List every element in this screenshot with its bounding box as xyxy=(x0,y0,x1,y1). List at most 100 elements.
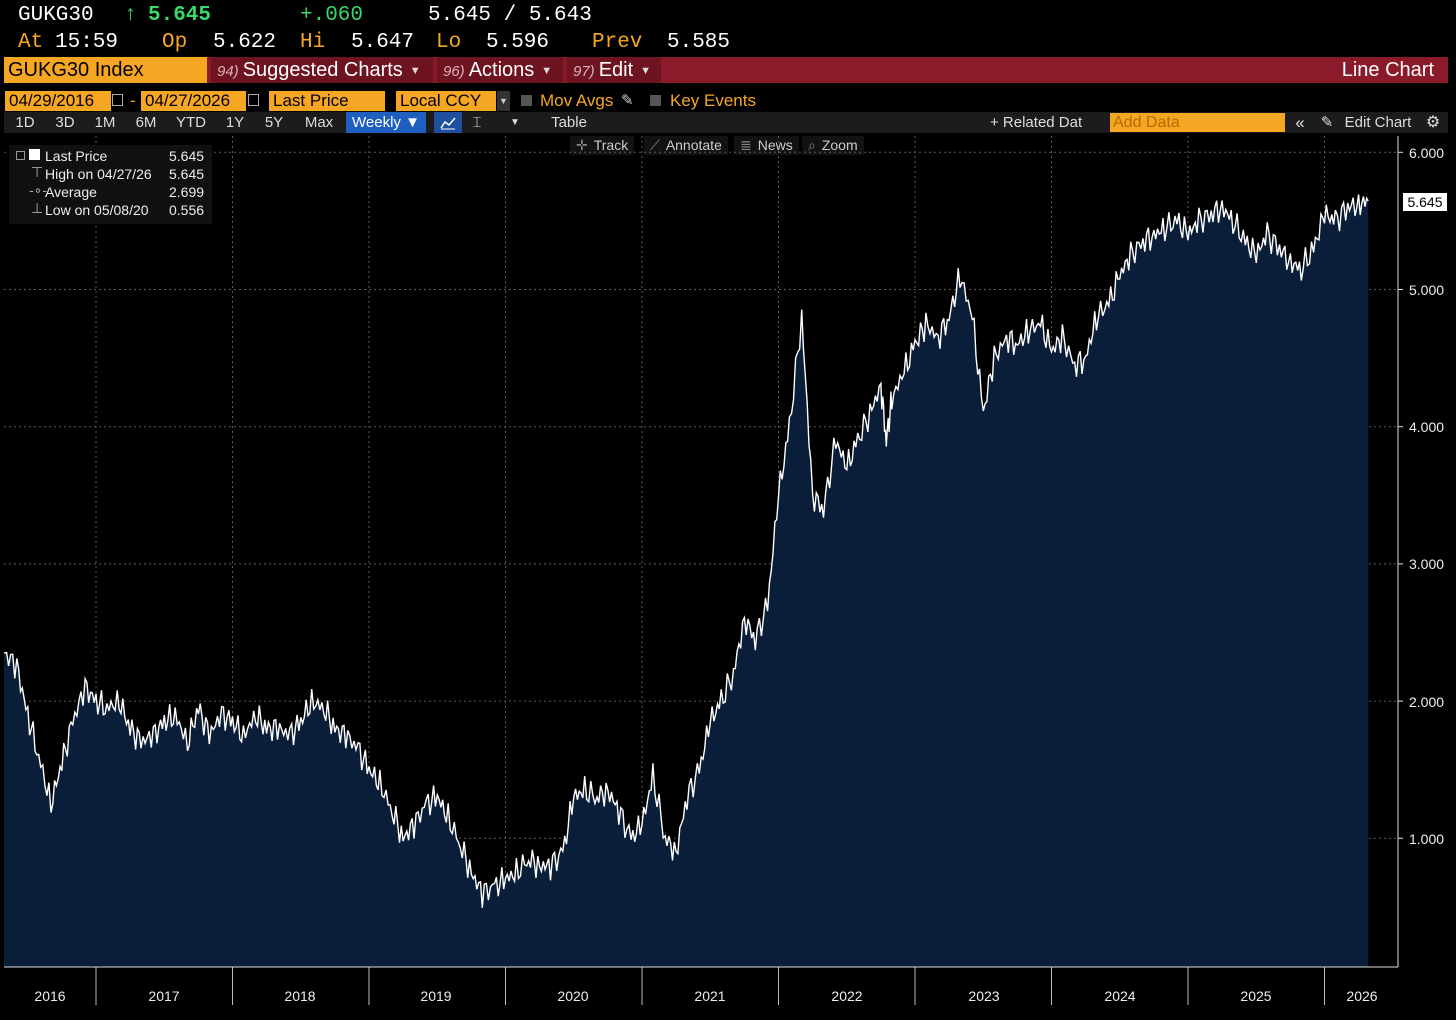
caret-down-icon: ▼ xyxy=(640,64,652,77)
x-year-label: 2023 xyxy=(968,988,1000,1004)
gear-icon[interactable]: ⚙ xyxy=(1425,114,1441,131)
date-dash: - xyxy=(130,91,136,110)
menu-number: 96) xyxy=(443,63,465,80)
y-tick-label: 1.000 xyxy=(1409,831,1445,847)
at-time: 15:59 xyxy=(55,31,119,54)
x-year-label: 2022 xyxy=(831,988,863,1004)
period-max[interactable]: Max xyxy=(304,114,334,131)
period-6m[interactable]: 6M xyxy=(135,114,157,131)
currency-select[interactable]: Local CCY xyxy=(396,91,496,111)
collapse-icon[interactable]: « xyxy=(1295,113,1305,132)
crosshair-icon: ✛ xyxy=(576,137,588,153)
key-events-checkbox[interactable] xyxy=(650,95,661,106)
chart-grid xyxy=(4,136,1398,967)
mov-avgs-checkbox[interactable] xyxy=(521,95,532,106)
tool-label: News xyxy=(757,137,793,153)
y-tick-label: 5.000 xyxy=(1409,282,1445,298)
high-value: 5.647 xyxy=(351,31,415,54)
frequency-select[interactable]: Weekly ▼ xyxy=(346,112,426,133)
price-area xyxy=(4,194,1369,967)
legend-label-average: Average xyxy=(45,184,97,200)
last-price: 5.645 xyxy=(148,4,212,27)
low-value: 5.596 xyxy=(486,31,550,54)
caret-down-icon: ▼ xyxy=(541,64,553,77)
at-label: At xyxy=(18,31,44,54)
edit-menu[interactable]: 97) Edit ▼ xyxy=(567,57,661,83)
end-date-field[interactable]: 04/27/2026 xyxy=(141,91,246,111)
menu-label: Actions xyxy=(468,59,535,81)
tool-label: Annotate xyxy=(665,137,722,153)
actions-menu[interactable]: 96) Actions ▼ xyxy=(437,57,563,83)
currency-dropdown-icon[interactable]: ▼ xyxy=(497,91,510,111)
legend-label-last: Last Price xyxy=(45,148,108,164)
price-field-select[interactable]: Last Price xyxy=(269,91,385,111)
prev-label: Prev xyxy=(592,31,643,54)
period-1d[interactable]: 1D xyxy=(15,114,35,131)
collapse-legend-icon[interactable] xyxy=(16,151,25,160)
period-1y[interactable]: 1Y xyxy=(225,114,245,131)
price-line xyxy=(3,194,1369,908)
x-year-label: 2025 xyxy=(1240,988,1272,1004)
period-1m[interactable]: 1M xyxy=(94,114,116,131)
period-ytd[interactable]: YTD xyxy=(176,114,206,131)
up-arrow-icon: ↑ xyxy=(124,4,137,27)
y-tick-label: 4.000 xyxy=(1409,419,1445,435)
menu-number: 97) xyxy=(573,63,595,80)
axis-ticks xyxy=(4,136,1403,1005)
y-tick-label: 2.000 xyxy=(1409,694,1445,710)
legend-value-last: 5.645 xyxy=(169,148,205,164)
legend-label-high: High on 04/27/26 xyxy=(45,166,152,182)
key-events-label: Key Events xyxy=(670,91,756,110)
legend-value-low: 0.556 xyxy=(169,202,205,218)
suggested-charts-menu[interactable]: 94) Suggested Charts ▼ xyxy=(211,57,433,83)
tool-label: Zoom xyxy=(821,137,858,153)
line-chart-icon[interactable] xyxy=(434,112,462,133)
menu-number: 94) xyxy=(217,63,239,80)
open-value: 5.622 xyxy=(213,31,277,54)
related-data-button[interactable]: + Related Dat xyxy=(990,114,1083,131)
news-icon: ≣ xyxy=(740,137,752,153)
chart-type-label: Line Chart xyxy=(1341,59,1434,81)
x-year-label: 2017 xyxy=(148,988,180,1004)
menu-label: Suggested Charts xyxy=(242,59,403,81)
bar-chart-icon[interactable]: ⌶ xyxy=(472,114,482,131)
calendar-icon[interactable] xyxy=(248,94,259,106)
add-data-input[interactable]: Add Data xyxy=(1110,113,1285,132)
y-tick-label: 3.000 xyxy=(1409,556,1445,572)
prev-value: 5.585 xyxy=(667,31,731,54)
tool-label: Track xyxy=(593,137,629,153)
start-date-field[interactable]: 04/29/2016 xyxy=(5,91,111,111)
x-year-label: 2016 xyxy=(34,988,66,1004)
high-label: Hi xyxy=(300,31,326,54)
chart-legend: Last Price 5.645 ⊤ High on 04/27/26 5.64… xyxy=(9,145,212,224)
track-tool[interactable]: ✛ Track xyxy=(570,136,635,155)
table-button[interactable]: Table xyxy=(551,114,587,131)
magnifier-icon: ⌕ xyxy=(808,137,816,153)
news-tool[interactable]: ≣ News xyxy=(734,136,799,155)
zoom-tool[interactable]: ⌕ Zoom xyxy=(802,136,864,155)
high-marker-icon: ⊤ xyxy=(31,164,44,180)
low-marker-icon: ⊥ xyxy=(31,200,44,216)
edit-chart-button[interactable]: Edit Chart xyxy=(1344,114,1412,131)
chart-type-dropdown-icon[interactable]: ▼ xyxy=(510,117,520,128)
y-tick-label: 6.000 xyxy=(1409,145,1445,161)
caret-down-icon: ▼ xyxy=(409,64,421,77)
menu-label: Edit xyxy=(598,59,634,81)
x-year-label: 2020 xyxy=(557,988,589,1004)
period-3d[interactable]: 3D xyxy=(55,114,75,131)
legend-value-average: 2.699 xyxy=(169,184,205,200)
x-year-label: 2026 xyxy=(1346,988,1378,1004)
low-label: Lo xyxy=(436,31,462,54)
x-year-label: 2018 xyxy=(284,988,316,1004)
annotate-tool[interactable]: ⟋ Annotate xyxy=(644,136,728,155)
calendar-icon[interactable] xyxy=(112,94,123,106)
legend-swatch xyxy=(29,149,40,160)
legend-label-low: Low on 05/08/20 xyxy=(45,202,149,218)
bid-ask: 5.645 / 5.643 xyxy=(428,4,592,27)
pencil-icon[interactable]: ✎ xyxy=(621,92,634,109)
security-field[interactable]: GUKG30 Index xyxy=(4,57,207,83)
period-5y[interactable]: 5Y xyxy=(264,114,284,131)
x-year-label: 2021 xyxy=(694,988,726,1004)
pencil-icon[interactable]: ✎ xyxy=(1320,114,1334,131)
